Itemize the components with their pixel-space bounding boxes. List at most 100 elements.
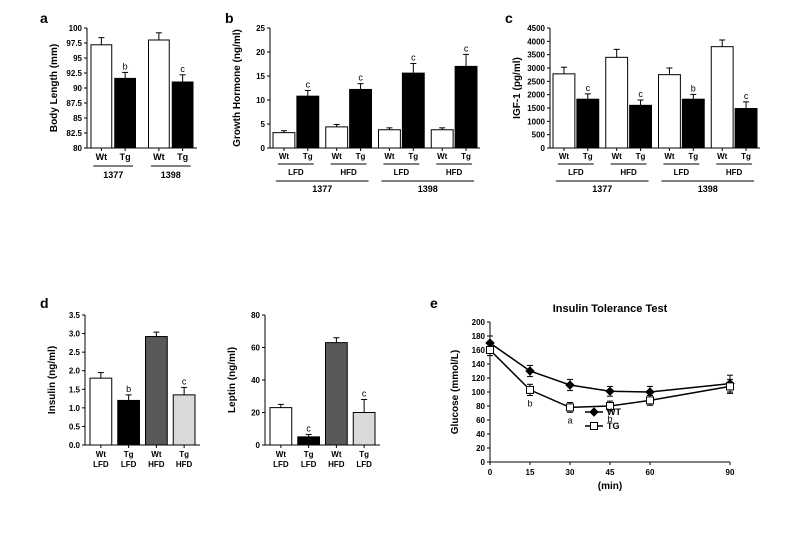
igf1-chart: 050010001500200025003000350040004500IGF-… <box>508 18 770 218</box>
svg-text:Wt: Wt <box>331 450 342 459</box>
svg-text:Wt: Wt <box>384 152 395 161</box>
svg-text:0: 0 <box>481 458 486 467</box>
svg-text:95: 95 <box>73 54 82 63</box>
svg-text:Insulin (ng/ml): Insulin (ng/ml) <box>47 346 58 414</box>
svg-text:15: 15 <box>256 72 265 81</box>
svg-text:HFD: HFD <box>726 168 743 177</box>
svg-text:HFD: HFD <box>340 168 357 177</box>
svg-text:Wt: Wt <box>612 152 623 161</box>
svg-text:(min): (min) <box>598 481 622 492</box>
svg-text:b: b <box>691 83 696 93</box>
svg-text:Tg: Tg <box>304 450 314 459</box>
panel-e-label: e <box>430 295 438 311</box>
svg-text:c: c <box>586 83 591 93</box>
svg-text:1.0: 1.0 <box>69 404 81 413</box>
svg-text:Tg: Tg <box>177 152 188 162</box>
svg-text:Tg: Tg <box>303 152 313 161</box>
svg-text:80: 80 <box>73 144 82 153</box>
svg-text:60: 60 <box>646 468 655 477</box>
svg-text:120: 120 <box>472 374 486 383</box>
svg-text:HFD: HFD <box>328 460 345 469</box>
svg-text:3.5: 3.5 <box>69 311 81 320</box>
svg-text:LFD: LFD <box>394 168 410 177</box>
svg-text:Tg: Tg <box>408 152 418 161</box>
svg-text:0.5: 0.5 <box>69 422 81 431</box>
svg-text:Wt: Wt <box>332 152 343 161</box>
svg-text:3500: 3500 <box>527 51 545 60</box>
svg-text:100: 100 <box>472 388 486 397</box>
svg-text:160: 160 <box>472 346 486 355</box>
svg-text:100: 100 <box>69 24 83 33</box>
svg-text:c: c <box>464 43 469 53</box>
svg-text:b: b <box>527 399 532 409</box>
svg-text:Wt: Wt <box>664 152 675 161</box>
svg-text:80: 80 <box>476 402 485 411</box>
svg-text:HFD: HFD <box>148 460 165 469</box>
svg-text:80: 80 <box>251 311 260 320</box>
svg-text:1000: 1000 <box>527 117 545 126</box>
svg-text:Wt: Wt <box>151 450 162 459</box>
svg-text:Tg: Tg <box>120 152 131 162</box>
svg-text:0: 0 <box>541 144 546 153</box>
svg-text:c: c <box>358 73 363 83</box>
svg-text:Leptin (ng/ml): Leptin (ng/ml) <box>227 347 238 413</box>
svg-text:0: 0 <box>256 441 261 450</box>
svg-text:Growth Hormone (ng/ml): Growth Hormone (ng/ml) <box>232 29 243 147</box>
insulin-chart: 0.00.51.01.52.02.53.03.5Insulin (ng/ml)b… <box>45 305 205 500</box>
svg-text:c: c <box>180 64 185 74</box>
svg-text:b: b <box>126 384 131 394</box>
svg-text:WT: WT <box>607 407 621 417</box>
svg-text:45: 45 <box>606 468 615 477</box>
svg-text:0.0: 0.0 <box>69 441 81 450</box>
svg-text:IGF-1 (pg/ml): IGF-1 (pg/ml) <box>512 57 523 119</box>
svg-text:2.5: 2.5 <box>69 348 81 357</box>
svg-text:1398: 1398 <box>418 184 438 194</box>
svg-text:Tg: Tg <box>461 152 471 161</box>
svg-text:LFD: LFD <box>121 460 137 469</box>
svg-text:2500: 2500 <box>527 77 545 86</box>
svg-text:Tg: Tg <box>356 152 366 161</box>
svg-text:HFD: HFD <box>176 460 193 469</box>
svg-text:c: c <box>182 376 187 386</box>
svg-text:b: b <box>123 61 128 71</box>
svg-text:Insulin Tolerance Test: Insulin Tolerance Test <box>553 303 668 315</box>
svg-text:Tg: Tg <box>688 152 698 161</box>
svg-text:LFD: LFD <box>93 460 109 469</box>
svg-text:a: a <box>567 415 572 425</box>
svg-text:1.5: 1.5 <box>69 385 81 394</box>
svg-text:LFD: LFD <box>356 460 372 469</box>
svg-text:15: 15 <box>526 468 535 477</box>
growth-hormone-chart: 0510152025Growth Hormone (ng/ml)ccccWtTg… <box>230 18 490 218</box>
svg-text:3.0: 3.0 <box>69 330 81 339</box>
svg-text:20: 20 <box>476 444 485 453</box>
svg-text:82.5: 82.5 <box>66 129 82 138</box>
svg-text:Wt: Wt <box>717 152 728 161</box>
svg-text:Tg: Tg <box>583 152 593 161</box>
svg-text:HFD: HFD <box>620 168 637 177</box>
svg-text:1398: 1398 <box>161 170 181 180</box>
svg-text:60: 60 <box>251 344 260 353</box>
svg-text:85: 85 <box>73 114 82 123</box>
svg-text:LFD: LFD <box>568 168 584 177</box>
svg-text:0: 0 <box>488 468 493 477</box>
svg-text:90: 90 <box>726 468 735 477</box>
svg-text:500: 500 <box>532 131 546 140</box>
svg-text:25: 25 <box>256 24 265 33</box>
svg-text:90: 90 <box>73 84 82 93</box>
svg-text:92.5: 92.5 <box>66 69 82 78</box>
insulin-tolerance-chart: Insulin Tolerance Test020406080100120140… <box>445 300 755 505</box>
svg-text:LFD: LFD <box>301 460 317 469</box>
svg-text:Wt: Wt <box>276 450 287 459</box>
svg-text:Tg: Tg <box>741 152 751 161</box>
svg-text:1500: 1500 <box>527 104 545 113</box>
svg-text:4500: 4500 <box>527 24 545 33</box>
svg-text:60: 60 <box>476 416 485 425</box>
svg-text:0: 0 <box>261 144 266 153</box>
svg-text:c: c <box>362 389 367 399</box>
svg-text:Wt: Wt <box>437 152 448 161</box>
svg-text:LFD: LFD <box>288 168 304 177</box>
svg-text:c: c <box>411 53 416 63</box>
svg-text:20: 20 <box>256 48 265 57</box>
svg-text:c: c <box>306 423 311 433</box>
svg-text:LFD: LFD <box>674 168 690 177</box>
